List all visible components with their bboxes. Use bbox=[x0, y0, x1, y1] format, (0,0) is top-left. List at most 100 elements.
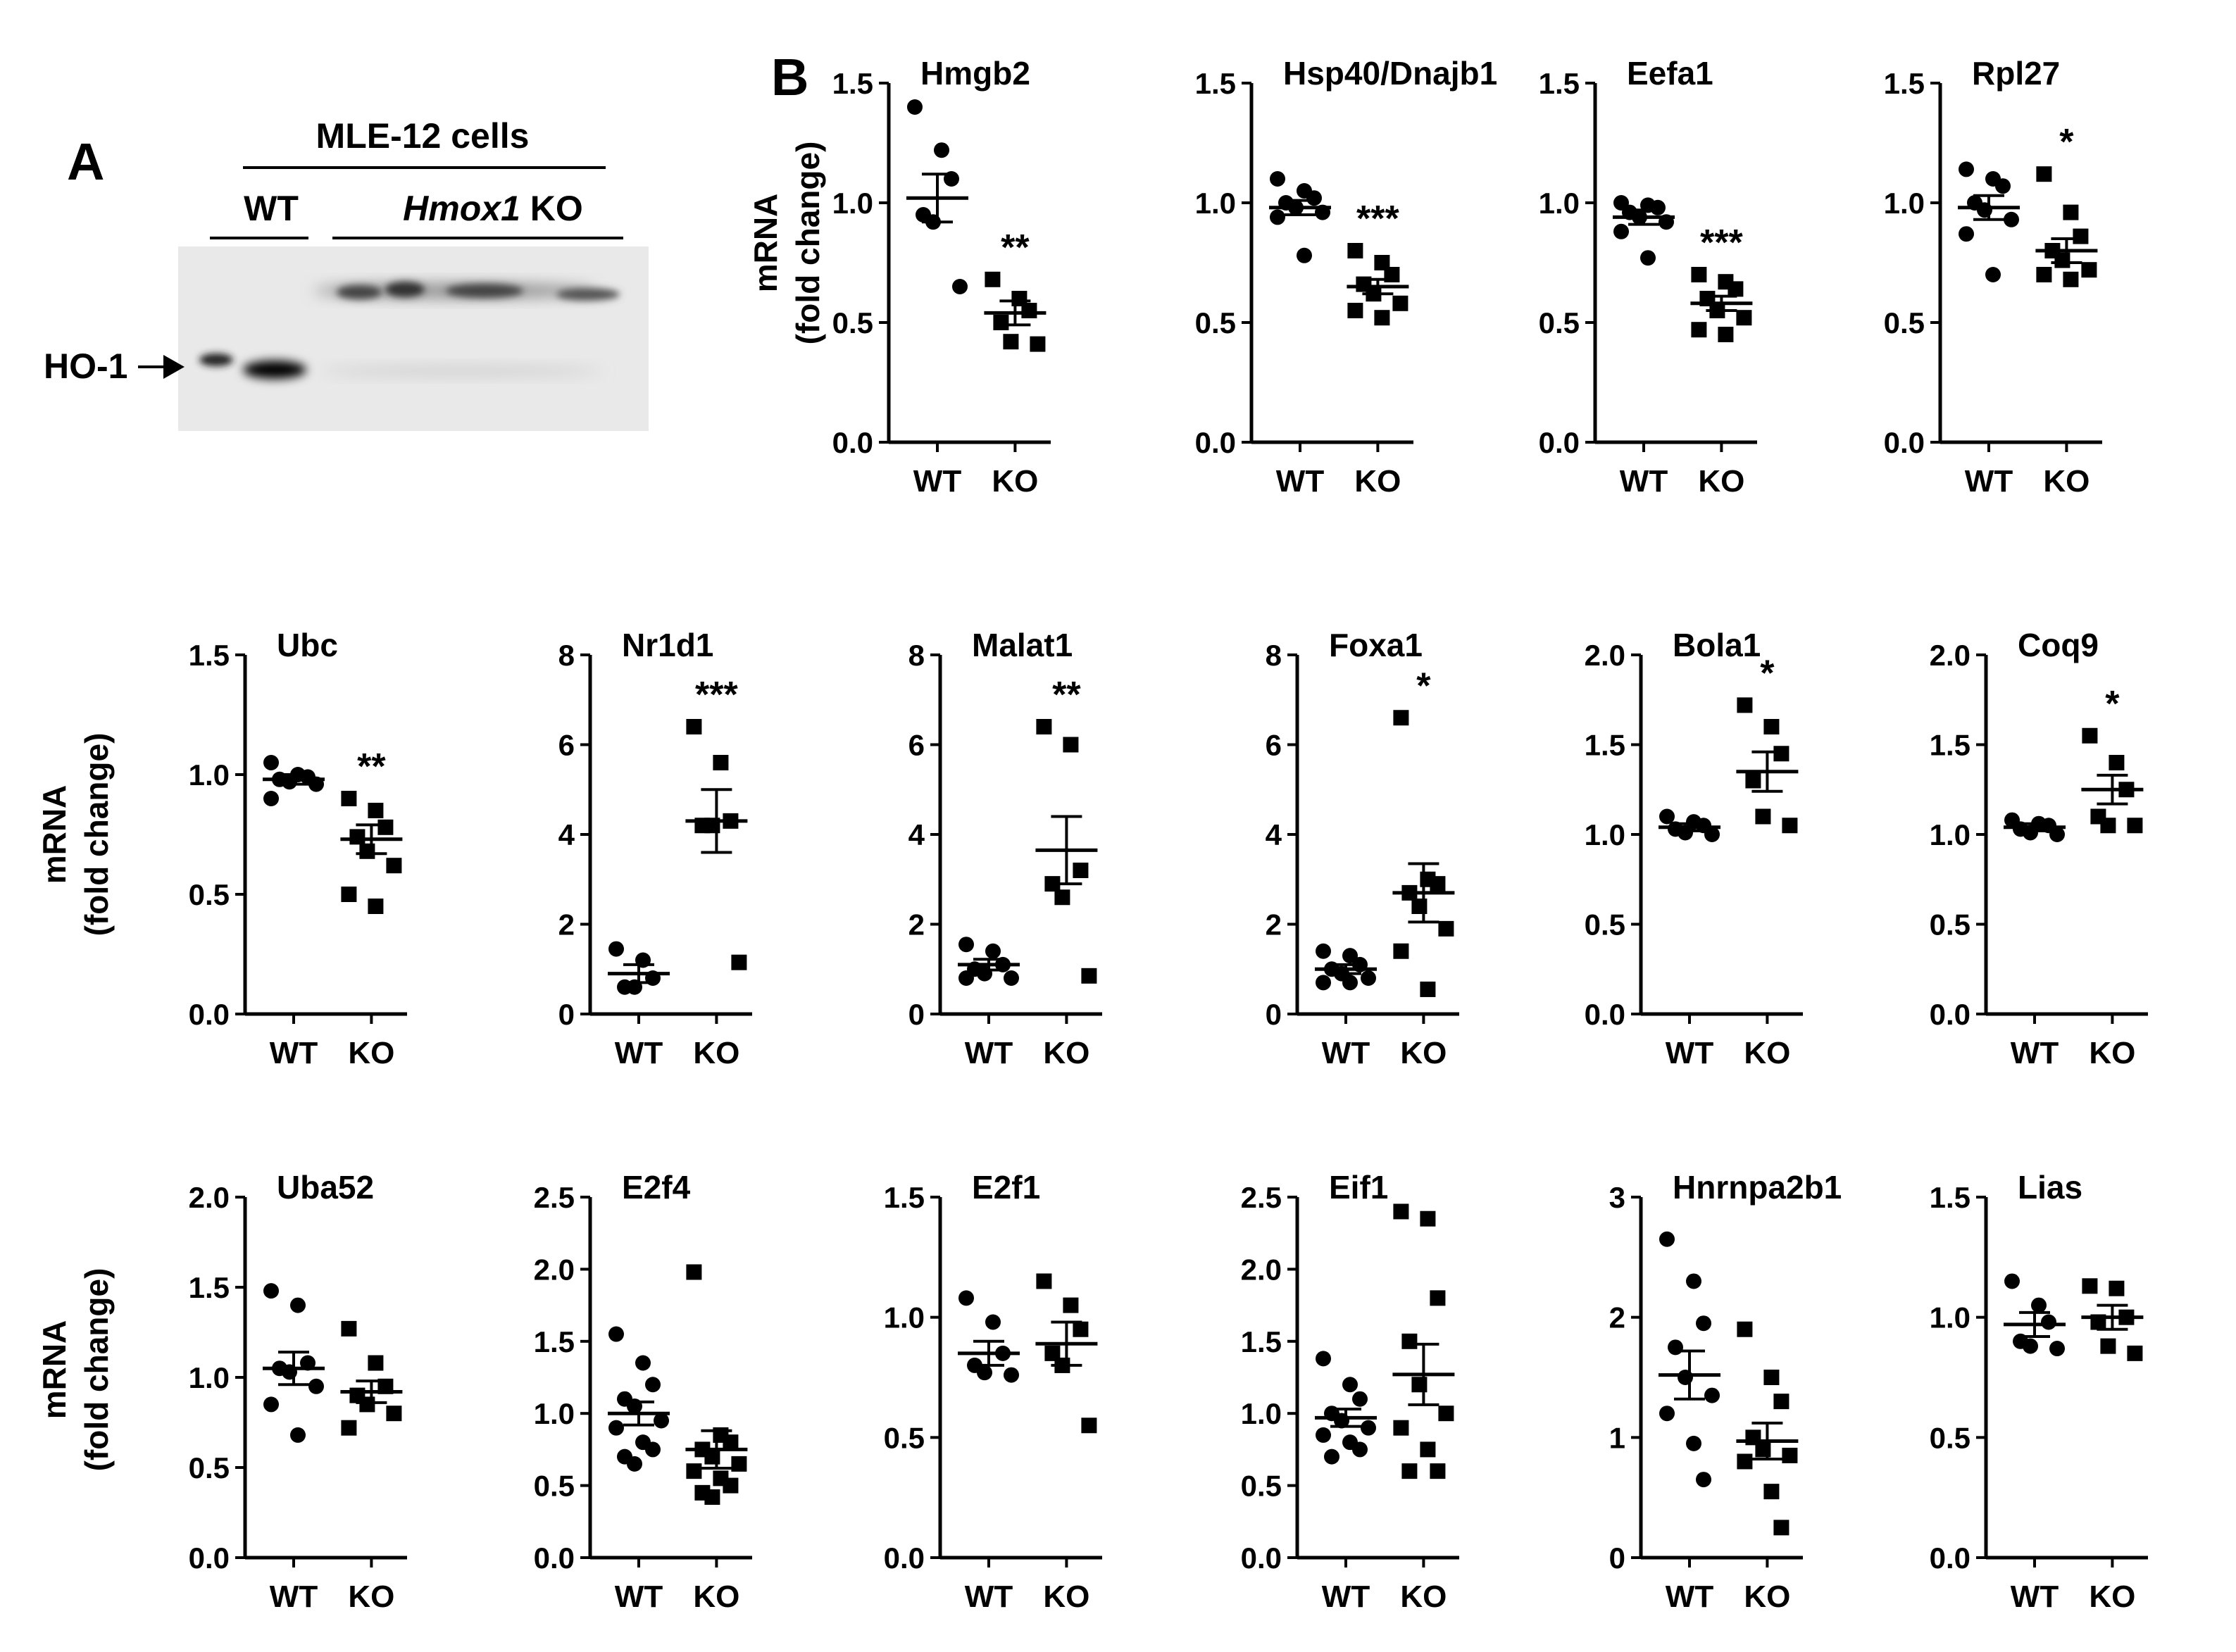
y-tick-label: 0.0 bbox=[189, 1541, 230, 1575]
data-point-ko bbox=[1374, 310, 1390, 326]
x-tick-label: WT bbox=[1965, 464, 2013, 499]
x-tick-label: WT bbox=[1322, 1579, 1370, 1614]
x-tick-label: KO bbox=[2089, 1036, 2135, 1070]
y-tick-label: 1.5 bbox=[189, 639, 230, 672]
significance-stars: ** bbox=[1001, 227, 1030, 268]
y-tick-label: 0.5 bbox=[1195, 306, 1236, 339]
plot-hnrnpa2b1: 0 1 2 3 WT KO Hnrnpa2b1 bbox=[1609, 1169, 1842, 1614]
data-point-ko bbox=[1063, 1297, 1079, 1313]
y-tick-label: 0.0 bbox=[1930, 998, 1970, 1031]
data-point-ko bbox=[1420, 1441, 1436, 1458]
data-point-ko bbox=[341, 887, 357, 902]
y-tick-label: 0.0 bbox=[884, 1541, 925, 1575]
significance-stars: * bbox=[2105, 684, 2120, 725]
y-tick-label: 1.0 bbox=[1930, 818, 1970, 851]
data-point-wt bbox=[1995, 178, 2011, 194]
data-point-ko bbox=[1030, 336, 1046, 352]
data-point-wt bbox=[1959, 226, 1974, 242]
plot-title: Bola1 bbox=[1673, 627, 1761, 663]
y-tick-label: 0.5 bbox=[1585, 908, 1625, 941]
plot-coq9: 0.0 0.5 1.0 1.5 2.0 WT KO Coq9* bbox=[1930, 627, 2148, 1070]
data-point-ko bbox=[1691, 267, 1707, 282]
plot-ubc: 0.0 0.5 1.0 1.5 WT KO Ubc ** bbox=[189, 627, 407, 1070]
data-point-ko bbox=[1737, 1453, 1753, 1470]
y-tick-label: 4 bbox=[558, 818, 575, 851]
data-point-wt bbox=[1686, 1273, 1701, 1289]
y-tick-label: 1.5 bbox=[832, 67, 873, 100]
cell-line-label: MLE-12 cells bbox=[316, 116, 530, 156]
y-tick-label: 0.0 bbox=[1539, 426, 1580, 459]
data-point-ko bbox=[1073, 1321, 1089, 1337]
data-point-wt bbox=[627, 1456, 642, 1472]
plot-bola1: 0.0 0.5 1.0 1.5 2.0 WT KO Bola1* bbox=[1585, 627, 1803, 1070]
data-point-wt bbox=[958, 937, 974, 953]
data-point-ko bbox=[1782, 1447, 1798, 1463]
data-point-wt bbox=[1640, 250, 1656, 266]
data-point-wt bbox=[958, 1290, 974, 1306]
x-tick-label: KO bbox=[1043, 1579, 1089, 1614]
data-point-ko bbox=[723, 1477, 739, 1494]
plot-malat1: 0 2 4 6 8 WT KO Malat1 ** bbox=[908, 627, 1102, 1070]
panel-a-label: A bbox=[67, 132, 104, 191]
blot-band-wt2 bbox=[243, 361, 306, 379]
y-tick-label: 2 bbox=[1266, 908, 1282, 941]
data-point-ko bbox=[2036, 166, 2052, 182]
y-tick-label: 0 bbox=[1266, 998, 1282, 1031]
y-tick-label: 1.5 bbox=[1930, 729, 1970, 762]
ylabel-row-3: mRNA (fold change) bbox=[36, 1268, 115, 1472]
blot-faint-band bbox=[320, 366, 602, 376]
data-point-ko bbox=[1691, 322, 1707, 338]
data-point-wt bbox=[1352, 1391, 1368, 1407]
y-tick-label: 8 bbox=[1266, 639, 1282, 672]
data-point-ko bbox=[1755, 808, 1771, 825]
y-tick-label: 1.0 bbox=[189, 1361, 230, 1394]
y-tick-label: 8 bbox=[558, 639, 575, 672]
data-point-ko bbox=[723, 1434, 739, 1451]
ylabel-line2-row-3: (fold change) bbox=[78, 1268, 115, 1472]
data-point-ko bbox=[1401, 1333, 1418, 1349]
plot-title: Coq9 bbox=[2018, 627, 2099, 663]
data-point-ko bbox=[1021, 303, 1037, 318]
y-tick-label: 4 bbox=[1266, 818, 1282, 851]
data-point-wt bbox=[1270, 171, 1285, 187]
ko-group-suffix: KO bbox=[520, 189, 583, 228]
x-tick-label: WT bbox=[270, 1579, 318, 1614]
data-point-wt bbox=[1316, 1427, 1331, 1443]
plot-title: Eefa1 bbox=[1627, 55, 1713, 92]
data-point-wt bbox=[2004, 1273, 2020, 1289]
y-tick-label: 2.0 bbox=[1241, 1253, 1282, 1286]
data-point-wt bbox=[2031, 1297, 2047, 1313]
y-tick-label: 2 bbox=[1609, 1301, 1625, 1334]
data-point-wt bbox=[1659, 1231, 1675, 1247]
y-tick-label: 0.0 bbox=[189, 998, 230, 1031]
y-tick-label: 2.0 bbox=[189, 1181, 230, 1214]
blot-band-ko1 bbox=[337, 285, 382, 299]
data-point-ko bbox=[1728, 281, 1744, 297]
y-tick-label: 1 bbox=[1609, 1421, 1625, 1454]
plot-title: Uba52 bbox=[277, 1169, 374, 1206]
data-point-ko bbox=[1392, 295, 1409, 311]
y-tick-label: 1.5 bbox=[1195, 67, 1236, 100]
data-point-ko bbox=[2100, 818, 2116, 834]
data-point-wt bbox=[1704, 827, 1720, 842]
x-tick-label: WT bbox=[2011, 1036, 2059, 1070]
y-tick-label: 1.0 bbox=[1539, 187, 1580, 220]
data-point-wt bbox=[1342, 948, 1358, 964]
data-point-wt bbox=[1659, 808, 1675, 825]
data-point-wt bbox=[290, 1297, 306, 1313]
data-point-wt bbox=[1004, 1367, 1019, 1383]
ho1-arrow-icon bbox=[163, 355, 185, 379]
data-point-wt bbox=[263, 791, 279, 806]
data-point-ko bbox=[1420, 1210, 1436, 1227]
data-point-ko bbox=[1718, 327, 1734, 342]
x-tick-label: WT bbox=[1666, 1036, 1714, 1070]
y-tick-label: 8 bbox=[908, 639, 925, 672]
ylabel-row-1: mRNA (fold change) bbox=[747, 142, 826, 345]
x-tick-label: KO bbox=[2043, 464, 2090, 499]
data-point-wt bbox=[2004, 211, 2019, 227]
x-tick-label: KO bbox=[1698, 464, 1744, 499]
x-tick-label: WT bbox=[2011, 1579, 2059, 1614]
data-point-ko bbox=[386, 1406, 402, 1422]
y-tick-label: 0.5 bbox=[1241, 1470, 1282, 1503]
data-point-wt bbox=[1696, 1315, 1711, 1332]
